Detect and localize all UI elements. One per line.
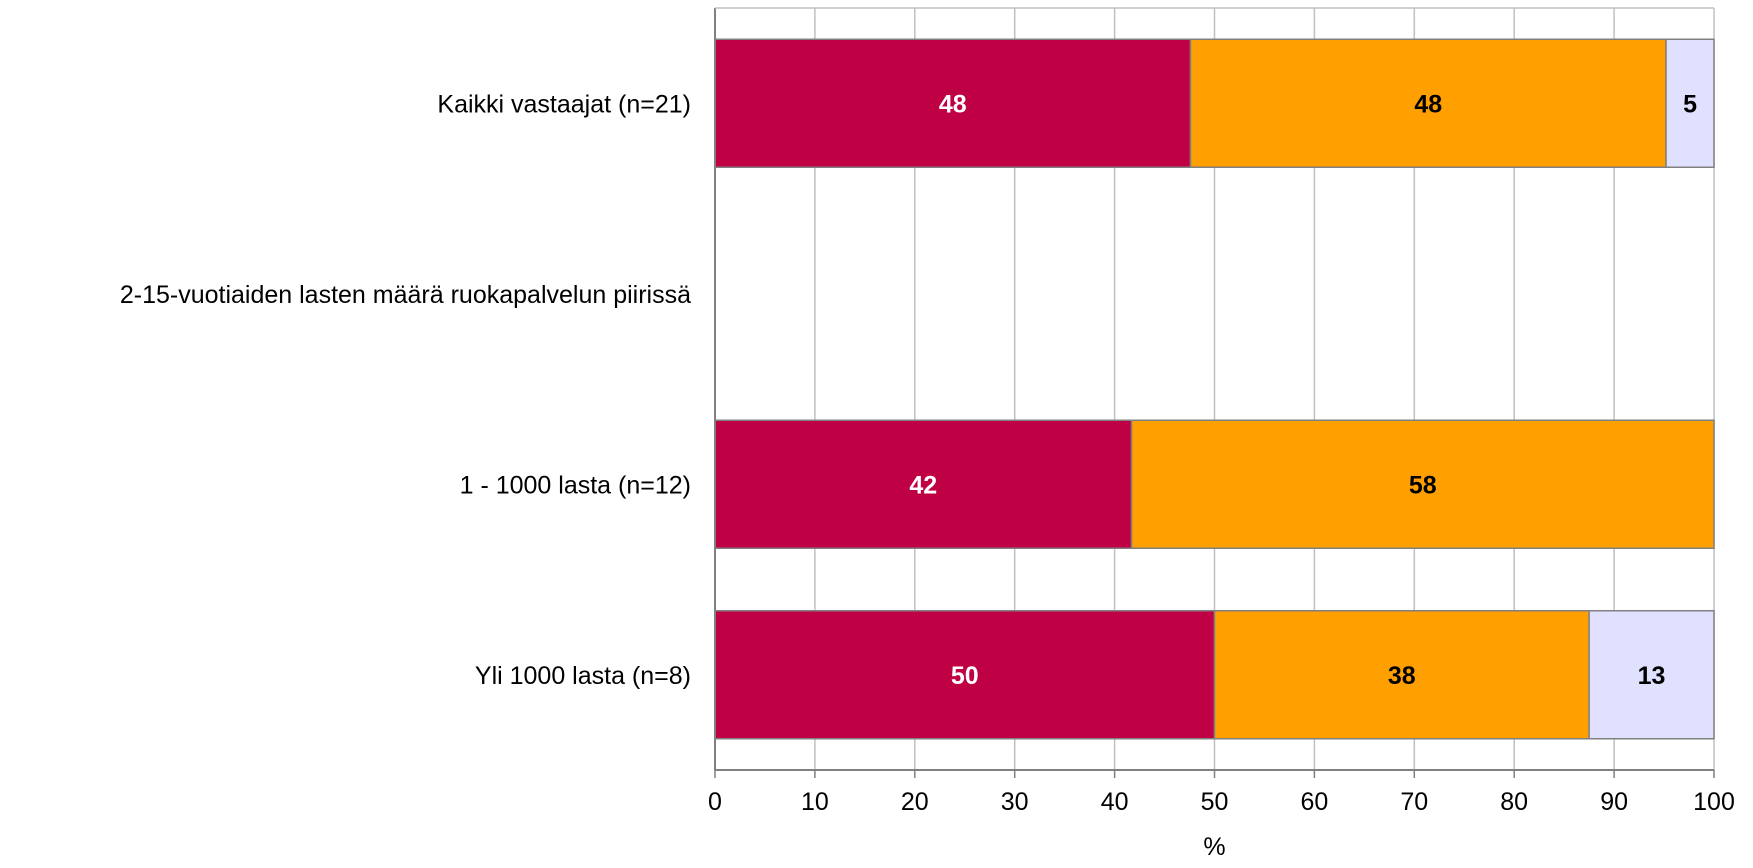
data-label: 38 [1388, 662, 1416, 690]
category-labels: Kaikki vastaajat (n=21) 2-15-vuotiaiden l… [120, 90, 691, 690]
data-label: 13 [1638, 662, 1666, 690]
data-label: 42 [909, 471, 937, 499]
bar-segment [1130, 419, 1715, 549]
category-label: Kaikki vastaajat (n=21) [437, 90, 691, 118]
x-tick-label: 80 [1500, 788, 1528, 816]
x-tick-label: 90 [1600, 788, 1628, 816]
x-tick-label: 70 [1400, 788, 1428, 816]
bar-segment [714, 38, 1192, 168]
x-tick-label: 100 [1693, 788, 1735, 816]
category-label: 1 - 1000 lasta (n=12) [460, 471, 691, 499]
x-tick-label: 0 [708, 788, 722, 816]
data-label: 48 [1414, 90, 1442, 118]
x-tick-label: 30 [1001, 788, 1029, 816]
x-tick-label: 60 [1300, 788, 1328, 816]
data-label: 50 [951, 662, 979, 690]
x-tick-label: 20 [901, 788, 929, 816]
bar-segment [714, 419, 1133, 549]
data-label: 58 [1409, 471, 1437, 499]
x-tick-label: 10 [801, 788, 829, 816]
data-label: 48 [939, 90, 967, 118]
bar-segment [1213, 610, 1590, 740]
bar-segment [1665, 38, 1715, 168]
plot-frame [714, 7, 1715, 778]
data-label: 5 [1683, 90, 1697, 118]
category-label: Yli 1000 lasta (n=8) [475, 662, 691, 690]
bar-segment [714, 610, 1216, 740]
bar-segment [1588, 610, 1715, 740]
x-tick-label: 40 [1101, 788, 1129, 816]
category-label: 2-15-vuotiaiden lasten määrä ruokapalvel… [120, 281, 691, 309]
x-tick-labels: 0 10 20 30 40 50 60 70 80 90 100 [708, 788, 1735, 816]
x-axis-title: % [1203, 833, 1225, 861]
bars: 48 48 5 42 58 50 38 13 [714, 38, 1715, 740]
x-tick-label: 50 [1201, 788, 1229, 816]
